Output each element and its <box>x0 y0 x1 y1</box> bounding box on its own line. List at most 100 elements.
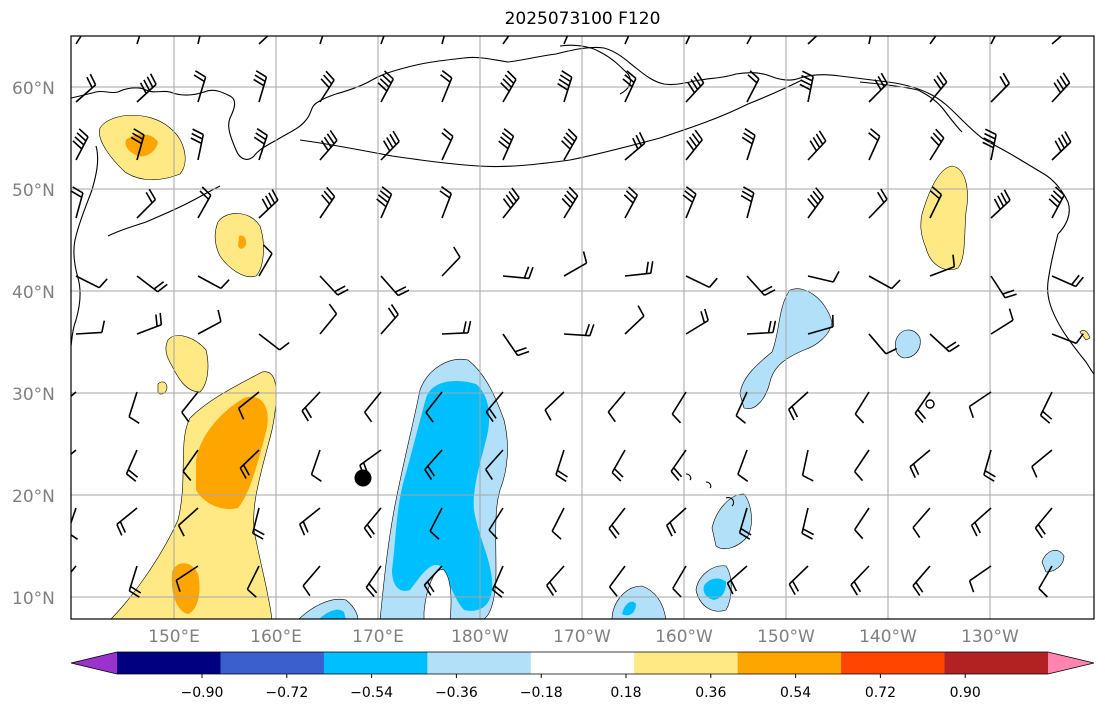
wind-barb <box>441 246 461 277</box>
coastline-na-west <box>1047 233 1094 375</box>
wind-barb <box>990 308 1014 335</box>
wind-barb <box>1031 449 1053 478</box>
wind-barb <box>71 565 77 574</box>
wind-barb <box>302 565 321 597</box>
wind-barb <box>423 565 443 596</box>
wind-barb <box>665 507 687 537</box>
wind-barb <box>741 128 756 161</box>
positive-region <box>157 381 168 395</box>
wind-barb <box>136 188 157 219</box>
wind-barb <box>441 36 446 45</box>
wind-barb <box>128 565 142 598</box>
wind-barb <box>319 129 338 161</box>
wind-barb <box>912 507 931 539</box>
longitude-labels: 150°E 160°E 170°E 180°W 170°W 160°W 150°… <box>148 627 1019 647</box>
wind-barb <box>557 70 573 103</box>
wind-barb <box>197 275 230 290</box>
wind-barb <box>258 189 279 219</box>
wind-barb <box>310 449 322 482</box>
lat-label: 60°N <box>12 79 55 99</box>
wind-barb <box>868 72 888 103</box>
positive-region <box>1079 330 1091 341</box>
map-gridlines <box>71 36 1094 619</box>
lon-label: 170°E <box>352 627 404 647</box>
wind-barb <box>424 449 443 480</box>
wind-barb <box>380 275 410 297</box>
colorbar-tick-label: −0.54 <box>350 685 393 701</box>
wind-barb <box>671 391 687 424</box>
wind-barb <box>71 507 79 540</box>
wind-barb <box>182 449 199 482</box>
wind-barb <box>740 186 755 219</box>
wind-barb <box>197 186 212 219</box>
lon-label: 150°W <box>757 627 815 647</box>
wind-barb <box>982 128 997 161</box>
negative-core <box>622 601 636 616</box>
wind-barb <box>71 391 77 398</box>
wind-barb <box>251 507 265 540</box>
wind-barb <box>868 275 901 290</box>
wind-barb <box>177 507 199 537</box>
negative-core <box>319 609 346 619</box>
wind-barb <box>623 186 639 219</box>
wind-barb <box>746 320 777 335</box>
wind-barb <box>258 333 290 351</box>
wind-barb <box>807 36 818 45</box>
wind-barb <box>983 449 996 482</box>
wind-barb <box>429 507 443 540</box>
wind-barb <box>738 507 752 540</box>
colorbar-segment <box>944 652 1049 674</box>
wind-barb <box>787 391 809 421</box>
wind-barb <box>128 391 140 424</box>
colorbar: −0.90 −0.72 −0.54 −0.36 −0.18 0.18 0.36 0.54 0.7… <box>70 651 1095 701</box>
wind-barb <box>854 507 870 540</box>
wind-barb <box>136 312 163 335</box>
positive-core <box>196 396 268 510</box>
wind-barb <box>116 507 138 536</box>
colorbar-extend-max <box>1048 652 1094 674</box>
wind-barb <box>319 303 338 335</box>
wind-barb <box>319 275 349 296</box>
wind-barb <box>682 186 697 219</box>
wind-barb <box>377 70 395 103</box>
colorbar-segment <box>220 652 325 674</box>
wind-barb <box>544 391 565 421</box>
wind-barb <box>71 449 77 456</box>
wind-barb <box>181 391 199 423</box>
wind-barb <box>439 186 453 219</box>
wind-barb <box>624 261 654 277</box>
wind-barb <box>807 271 840 283</box>
colorbar-segment <box>323 652 428 674</box>
wind-barb <box>929 186 943 219</box>
negative-region <box>1041 550 1065 573</box>
lat-label: 50°N <box>12 181 55 201</box>
lat-label: 10°N <box>12 589 55 609</box>
lon-label: 140°W <box>859 627 917 647</box>
lon-label: 180°W <box>451 627 509 647</box>
coastline-asia <box>71 87 337 160</box>
wind-barb <box>990 189 1011 219</box>
wind-barb <box>912 565 931 597</box>
positive-core <box>171 563 200 614</box>
map-frame <box>70 35 1095 620</box>
wind-barb <box>685 275 718 289</box>
wind-barb <box>253 128 268 161</box>
wind-barb <box>868 188 888 219</box>
colorbar-tick-label: −0.72 <box>265 685 308 701</box>
wind-barb <box>246 565 260 598</box>
wind-barb <box>488 507 504 540</box>
wind-barb <box>258 244 273 277</box>
wind-barb <box>1051 72 1071 103</box>
wind-barb <box>624 305 645 335</box>
lon-label: 160°E <box>250 627 302 647</box>
wind-barb <box>75 73 97 103</box>
wind-barb <box>909 449 931 478</box>
wind-barb <box>563 323 595 337</box>
wind-barb <box>672 565 687 598</box>
wind-barb <box>130 128 145 161</box>
wind-barb <box>561 128 578 161</box>
wind-barb <box>685 308 709 335</box>
coastline-aleutians <box>299 79 803 168</box>
anomaly-shading <box>99 114 1091 619</box>
wind-barb <box>685 129 703 161</box>
